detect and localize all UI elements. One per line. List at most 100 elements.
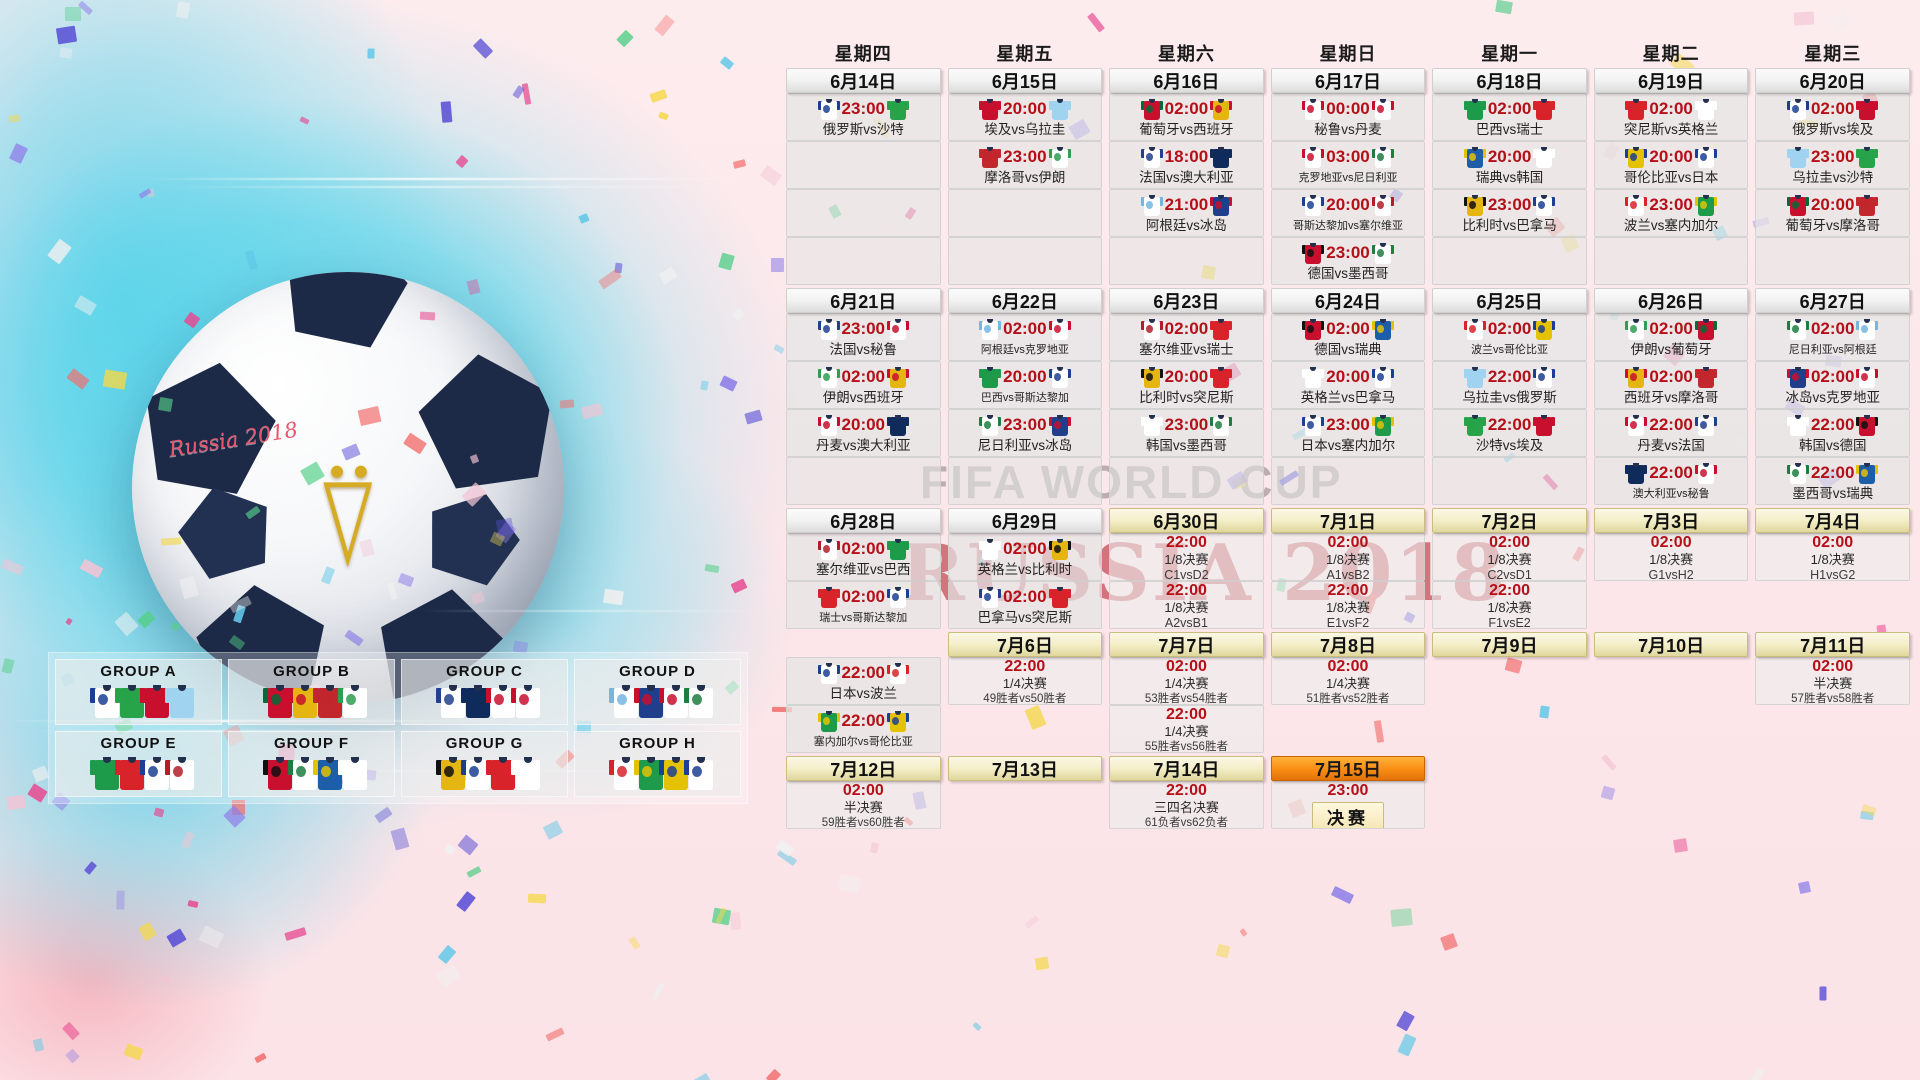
knockout-match-cell[interactable]: 02:00 1/8决赛 H1vsG2 (1755, 533, 1910, 581)
match-cell[interactable]: 20:00 哥伦比亚vs日本 (1593, 141, 1749, 189)
date-cell-6月27日[interactable]: 6月27日 (1755, 288, 1910, 313)
match-cell[interactable]: 02:00 塞尔维亚vs巴西 (786, 533, 941, 581)
match-cell[interactable]: 22:00 澳大利亚vs秘鲁 (1593, 457, 1749, 505)
date-cell-6月28日[interactable]: 6月28日 (786, 508, 941, 533)
date-cell-7月11日[interactable]: 7月11日 (1755, 632, 1910, 657)
date-cell-6月24日[interactable]: 6月24日 (1270, 288, 1426, 313)
date-cell-7月12日[interactable]: 7月12日 (786, 756, 941, 781)
match-cell[interactable]: 02:00 伊朗vs葡萄牙 (1593, 313, 1749, 361)
match-cell[interactable]: 02:00 西班牙vs摩洛哥 (1593, 361, 1749, 409)
date-cell-7月3日[interactable]: 7月3日 (1593, 508, 1749, 533)
knockout-match-cell[interactable]: 23:00 决赛 (1270, 781, 1426, 829)
knockout-match-cell[interactable]: 02:00 1/4决赛 51胜者vs52胜者 (1270, 657, 1426, 705)
match-cell[interactable]: 23:00 日本vs塞内加尔 (1270, 409, 1426, 457)
match-cell[interactable]: 02:00 瑞士vs哥斯达黎加 (786, 581, 941, 629)
date-cell-6月21日[interactable]: 6月21日 (786, 288, 941, 313)
date-cell-7月4日[interactable]: 7月4日 (1755, 508, 1910, 533)
date-cell-7月9日[interactable]: 7月9日 (1432, 632, 1587, 657)
date-cell-7月13日[interactable]: 7月13日 (947, 756, 1103, 781)
match-cell[interactable]: 02:00 波兰vs哥伦比亚 (1432, 313, 1587, 361)
match-cell[interactable]: 22:00 墨西哥vs瑞典 (1755, 457, 1910, 505)
date-cell-7月1日[interactable]: 7月1日 (1270, 508, 1426, 533)
match-cell[interactable]: 20:00 瑞典vs韩国 (1432, 141, 1587, 189)
knockout-match-cell[interactable]: 22:00 1/4决赛 55胜者vs56胜者 (1109, 705, 1264, 753)
date-cell-7月8日[interactable]: 7月8日 (1270, 632, 1426, 657)
date-cell-7月14日[interactable]: 7月14日 (1109, 756, 1264, 781)
date-cell-6月20日[interactable]: 6月20日 (1755, 68, 1910, 93)
match-cell[interactable]: 23:00 法国vs秘鲁 (786, 313, 941, 361)
match-cell[interactable]: 20:00 哥斯达黎加vs塞尔维亚 (1270, 189, 1426, 237)
knockout-match-cell[interactable]: 22:00 1/8决赛 E1vsF2 (1270, 581, 1426, 629)
match-cell[interactable]: 22:00 乌拉圭vs俄罗斯 (1432, 361, 1587, 409)
date-cell-6月29日[interactable]: 6月29日 (947, 508, 1103, 533)
knockout-match-cell[interactable]: 02:00 1/4决赛 53胜者vs54胜者 (1109, 657, 1264, 705)
match-cell[interactable]: 02:00 尼日利亚vs阿根廷 (1755, 313, 1910, 361)
knockout-match-cell[interactable]: 02:00 1/8决赛 C2vsD1 (1432, 533, 1587, 581)
match-cell[interactable]: 22:00 日本vs波兰 (786, 657, 941, 705)
match-cell[interactable]: 22:00 韩国vs德国 (1755, 409, 1910, 457)
group-card-b[interactable]: GROUP B (228, 659, 395, 725)
date-cell-6月19日[interactable]: 6月19日 (1593, 68, 1749, 93)
knockout-match-cell[interactable]: 22:00 1/4决赛 49胜者vs50胜者 (947, 657, 1103, 705)
date-cell-6月15日[interactable]: 6月15日 (947, 68, 1103, 93)
date-cell-6月18日[interactable]: 6月18日 (1432, 68, 1587, 93)
group-card-f[interactable]: GROUP F (228, 731, 395, 797)
knockout-match-cell[interactable]: 02:00 1/8决赛 G1vsH2 (1593, 533, 1749, 581)
date-cell-7月2日[interactable]: 7月2日 (1432, 508, 1587, 533)
match-cell[interactable]: 23:00 俄罗斯vs沙特 (786, 93, 941, 141)
date-cell-6月22日[interactable]: 6月22日 (947, 288, 1103, 313)
match-cell[interactable]: 02:00 巴西vs瑞士 (1432, 93, 1587, 141)
match-cell[interactable]: 02:00 英格兰vs比利时 (947, 533, 1103, 581)
date-cell-6月17日[interactable]: 6月17日 (1270, 68, 1426, 93)
knockout-match-cell[interactable]: 22:00 三四名决赛 61负者vs62负者 (1109, 781, 1264, 829)
match-cell[interactable]: 20:00 英格兰vs巴拿马 (1270, 361, 1426, 409)
match-cell[interactable]: 02:00 塞尔维亚vs瑞士 (1109, 313, 1264, 361)
match-cell[interactable]: 20:00 埃及vs乌拉圭 (947, 93, 1103, 141)
match-cell[interactable]: 02:00 俄罗斯vs埃及 (1755, 93, 1910, 141)
date-cell-6月30日[interactable]: 6月30日 (1109, 508, 1264, 533)
match-cell[interactable]: 03:00 克罗地亚vs尼日利亚 (1270, 141, 1426, 189)
group-card-e[interactable]: GROUP E (55, 731, 222, 797)
knockout-match-cell[interactable]: 22:00 1/8决赛 C1vsD2 (1109, 533, 1264, 581)
knockout-match-cell[interactable]: 02:00 半决赛 57胜者vs58胜者 (1755, 657, 1910, 705)
knockout-match-cell[interactable]: 22:00 1/8决赛 F1vsE2 (1432, 581, 1587, 629)
date-cell-6月16日[interactable]: 6月16日 (1109, 68, 1264, 93)
match-cell[interactable]: 20:00 葡萄牙vs摩洛哥 (1755, 189, 1910, 237)
match-cell[interactable]: 02:00 冰岛vs克罗地亚 (1755, 361, 1910, 409)
date-cell-7月10日[interactable]: 7月10日 (1593, 632, 1749, 657)
match-cell[interactable]: 23:00 德国vs墨西哥 (1270, 237, 1426, 285)
date-cell-6月14日[interactable]: 6月14日 (786, 68, 941, 93)
date-cell-7月15日[interactable]: 7月15日 (1270, 756, 1426, 781)
match-cell[interactable]: 22:00 塞内加尔vs哥伦比亚 (786, 705, 941, 753)
date-cell-7月6日[interactable]: 7月6日 (947, 632, 1103, 657)
match-cell[interactable]: 20:00 比利时vs突尼斯 (1109, 361, 1264, 409)
date-cell-6月25日[interactable]: 6月25日 (1432, 288, 1587, 313)
match-cell[interactable]: 22:00 丹麦vs法国 (1593, 409, 1749, 457)
group-card-c[interactable]: GROUP C (401, 659, 568, 725)
group-card-g[interactable]: GROUP G (401, 731, 568, 797)
match-cell[interactable]: 02:00 突尼斯vs英格兰 (1593, 93, 1749, 141)
date-cell-6月26日[interactable]: 6月26日 (1593, 288, 1749, 313)
match-cell[interactable]: 23:00 比利时vs巴拿马 (1432, 189, 1587, 237)
date-cell-7月7日[interactable]: 7月7日 (1109, 632, 1264, 657)
match-cell[interactable]: 02:00 阿根廷vs克罗地亚 (947, 313, 1103, 361)
match-cell[interactable]: 21:00 阿根廷vs冰岛 (1109, 189, 1264, 237)
match-cell[interactable]: 23:00 波兰vs塞内加尔 (1593, 189, 1749, 237)
match-cell[interactable]: 23:00 韩国vs墨西哥 (1109, 409, 1264, 457)
group-card-a[interactable]: GROUP A (55, 659, 222, 725)
group-card-d[interactable]: GROUP D (574, 659, 741, 725)
match-cell[interactable]: 20:00 丹麦vs澳大利亚 (786, 409, 941, 457)
match-cell[interactable]: 23:00 摩洛哥vs伊朗 (947, 141, 1103, 189)
match-cell[interactable]: 23:00 尼日利亚vs冰岛 (947, 409, 1103, 457)
knockout-match-cell[interactable]: 02:00 1/8决赛 A1vsB2 (1270, 533, 1426, 581)
match-cell[interactable]: 02:00 葡萄牙vs西班牙 (1109, 93, 1264, 141)
date-cell-6月23日[interactable]: 6月23日 (1109, 288, 1264, 313)
match-cell[interactable]: 02:00 巴拿马vs突尼斯 (947, 581, 1103, 629)
match-cell[interactable]: 22:00 沙特vs埃及 (1432, 409, 1587, 457)
knockout-match-cell[interactable]: 22:00 1/8决赛 A2vsB1 (1109, 581, 1264, 629)
group-card-h[interactable]: GROUP H (574, 731, 741, 797)
match-cell[interactable]: 20:00 巴西vs哥斯达黎加 (947, 361, 1103, 409)
match-cell[interactable]: 18:00 法国vs澳大利亚 (1109, 141, 1264, 189)
match-cell[interactable]: 23:00 乌拉圭vs沙特 (1755, 141, 1910, 189)
match-cell[interactable]: 00:00 秘鲁vs丹麦 (1270, 93, 1426, 141)
